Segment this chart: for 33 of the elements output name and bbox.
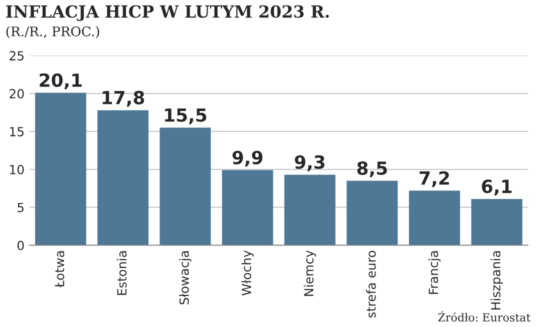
y-tick-label: 10 (10, 164, 24, 174)
x-tick-label: Hiszpania (490, 251, 503, 310)
text: Źródło: Eurostat (438, 311, 531, 322)
chart-title: INFLACJA HICP W LUTYM 2023 R. (6, 5, 329, 22)
x-tick-label: Francja (428, 251, 441, 294)
bar (346, 180, 398, 246)
x-tick-label: Łotwa (54, 251, 64, 288)
bar (35, 92, 86, 246)
data-label: 9,3 (294, 155, 324, 172)
bar (284, 174, 336, 246)
data-label: 6,1 (482, 180, 512, 196)
data-label: 20,1 (40, 73, 82, 90)
bar (222, 170, 274, 246)
chart-subtitle: (R./R., PROC.) (6, 26, 100, 38)
data-label: 15,5 (165, 108, 206, 124)
x-tick-label: strefa euro (366, 250, 376, 318)
bar (408, 190, 460, 246)
x-tick-label: Niemcy (304, 250, 316, 296)
y-tick-label: 25 (10, 51, 24, 61)
data-label: 8,5 (357, 161, 387, 178)
data-label: 9,9 (232, 150, 262, 167)
x-tick-label: Włochy (242, 250, 254, 296)
bar (97, 110, 148, 246)
x-tick-label: Estonia (116, 251, 127, 295)
y-tick-label: 20 (10, 88, 24, 98)
y-tick-label: 0 (17, 240, 24, 250)
data-label: 7,2 (420, 171, 449, 188)
data-label: 17,8 (102, 90, 144, 107)
bar (160, 128, 211, 246)
bar (471, 198, 522, 246)
x-tick-label: Słowacja (179, 251, 192, 304)
y-tick-label: 5 (18, 202, 24, 212)
y-tick-label: 15 (10, 127, 24, 136)
